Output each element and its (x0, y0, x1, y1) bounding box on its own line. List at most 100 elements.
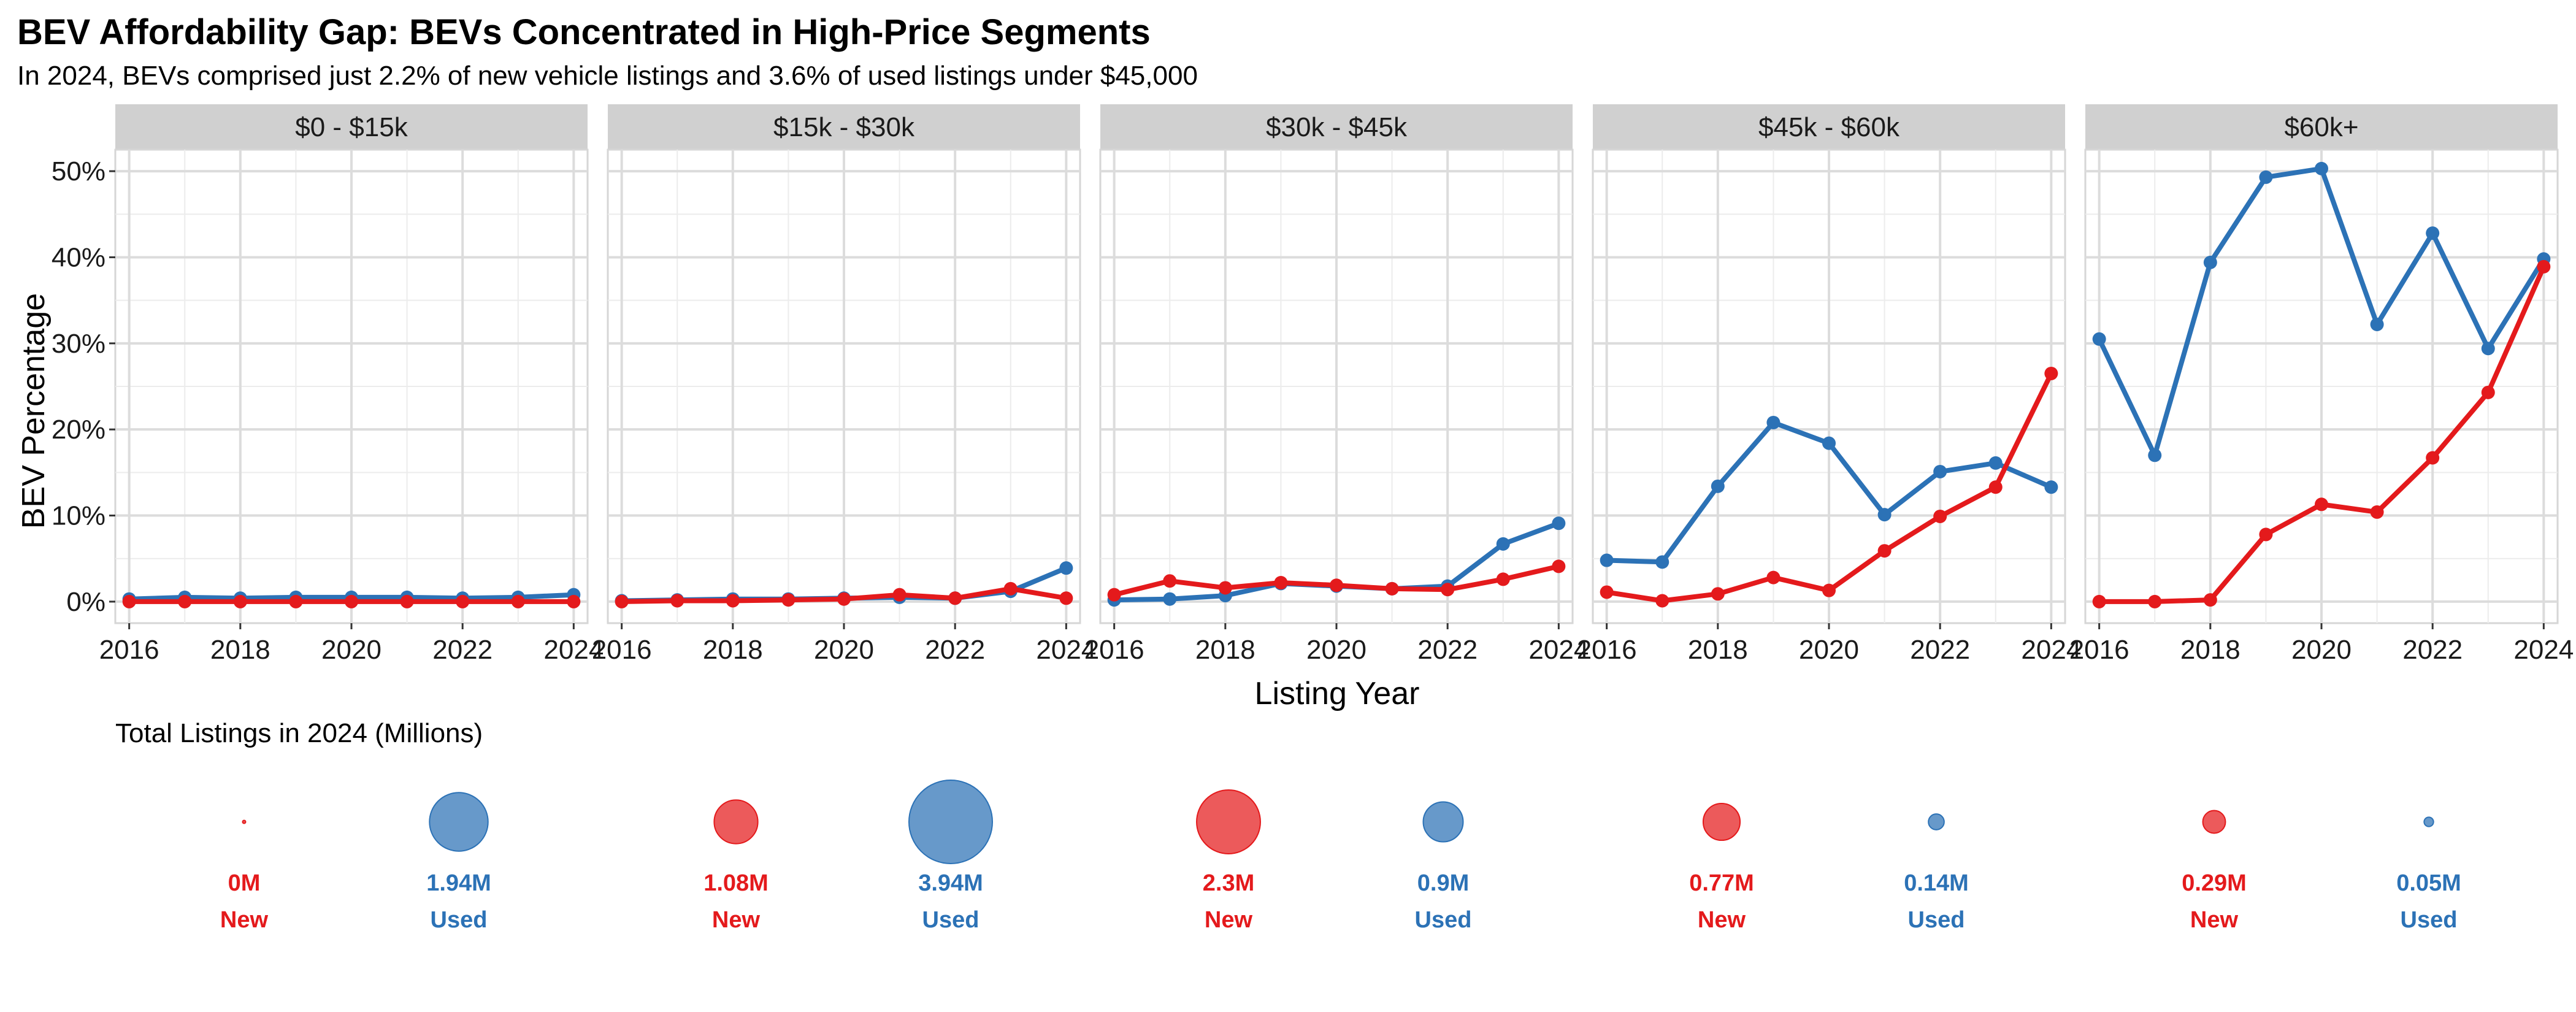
data-point-used (1496, 537, 1510, 551)
data-point-used (2148, 448, 2162, 462)
y-tick-label: 30% (52, 329, 105, 359)
bubble-type-label: Used (431, 907, 488, 933)
facet-strip (2085, 104, 2558, 150)
data-point-used (1877, 508, 1892, 522)
facet-strip-label: $15k - $30k (773, 112, 915, 142)
bubble-value-label: 0M (228, 870, 261, 896)
data-point-new (2203, 593, 2217, 607)
x-tick-label: 2020 (814, 635, 874, 665)
facet-panel: $30k - $45k 2016 2018 2020 2022 2024 (1084, 104, 1589, 665)
bubble-type-label: Used (2401, 907, 2458, 933)
data-point-used (2370, 317, 2384, 331)
data-point-new (2481, 385, 2495, 399)
data-point-new (1385, 581, 1399, 596)
data-point-new (948, 591, 962, 605)
data-point-new (837, 592, 851, 606)
bubble-new: 0M New (220, 819, 269, 933)
bubble-type-label: New (1205, 907, 1253, 933)
bubble-value-label: 0.9M (1417, 870, 1469, 896)
bubble-type-label: New (2190, 907, 2239, 933)
x-tick-label: 2018 (703, 635, 763, 665)
data-point-used (2092, 332, 2106, 346)
data-point-new (1059, 591, 1073, 605)
x-tick-label: 2022 (1910, 635, 1970, 665)
data-point-new (289, 594, 303, 608)
data-point-new (1107, 588, 1121, 602)
bubble-circle (1702, 802, 1741, 841)
x-tick-label: 2022 (2402, 635, 2463, 665)
data-point-used (1766, 415, 1781, 429)
bubble-new: 0.77M New (1689, 802, 1754, 933)
data-point-new (1877, 544, 1892, 558)
x-tick-label: 2024 (1036, 635, 1096, 665)
y-axis-title: BEV Percentage (16, 293, 52, 529)
chart-subtitle: In 2024, BEVs comprised just 2.2% of new… (17, 61, 1198, 91)
data-point-used (2044, 480, 2058, 494)
data-point-new (1655, 594, 1669, 608)
bubble-new: 2.3M New (1196, 789, 1261, 933)
x-tick-label: 2020 (2291, 635, 2352, 665)
bubble-circle (713, 799, 759, 845)
data-point-new (1163, 574, 1177, 588)
facet-panel: $45k - $60k 2016 2018 2020 2022 2024 (1577, 104, 2081, 665)
data-point-used (1933, 464, 1947, 478)
data-point-new (1003, 581, 1018, 596)
y-tick-label: 50% (52, 156, 105, 186)
data-point-used (2426, 226, 2440, 240)
bubble-type-label: New (220, 907, 269, 933)
bubble-circle (1928, 813, 1945, 830)
data-point-new (567, 594, 581, 608)
bubble-section-title: Total Listings in 2024 (Millions) (115, 718, 483, 748)
data-point-new (2315, 497, 2328, 512)
data-point-new (2148, 594, 2162, 608)
data-point-new (1441, 583, 1455, 597)
data-point-used (2315, 161, 2328, 175)
facet-strip (115, 104, 588, 150)
y-tick-label: 20% (52, 415, 105, 445)
x-tick-label: 2024 (2021, 635, 2081, 665)
facet-panel: $0 - $15k 2016 2018 2020 2022 2024 0% 10% 20% 30%… (52, 104, 604, 665)
data-point-new (456, 594, 470, 608)
x-tick-label: 2022 (1417, 635, 1478, 665)
data-point-new (615, 594, 629, 608)
x-tick-label: 2016 (1577, 635, 1637, 665)
bubble-legend: 0MNew1.94MUsed1.08MNew3.94MUsed2.3MNew0.… (220, 780, 2461, 933)
facet-strip-label: $0 - $15k (295, 112, 408, 142)
bubble-used: 0.14M Used (1904, 813, 1969, 933)
facet-strip (1100, 104, 1573, 150)
bubble-value-label: 3.94M (918, 870, 983, 896)
x-tick-label: 2024 (2513, 635, 2574, 665)
data-point-new (400, 594, 414, 608)
data-point-new (233, 594, 247, 608)
x-tick-label: 2020 (1799, 635, 1859, 665)
y-tick-label: 40% (52, 242, 105, 272)
bubble-circle (1196, 789, 1261, 854)
data-point-new (726, 594, 740, 608)
facet-panel: $60k+ 2016 2018 2020 2022 2024 (2069, 104, 2574, 665)
data-point-new (2426, 451, 2440, 465)
bubble-circle (2423, 816, 2434, 827)
x-tick-label: 2022 (925, 635, 985, 665)
x-tick-label: 2016 (99, 635, 159, 665)
data-point-new (2370, 505, 2384, 519)
data-point-used (1822, 436, 1836, 450)
data-point-used (2203, 255, 2217, 269)
data-point-new (1330, 578, 1343, 592)
x-tick-label: 2016 (2069, 635, 2129, 665)
data-point-new (781, 593, 795, 607)
data-point-new (122, 594, 136, 608)
x-tick-label: 2018 (2180, 635, 2241, 665)
chart-title: BEV Affordability Gap: BEVs Concentrated… (17, 12, 1151, 52)
facet-strip (608, 104, 1080, 150)
data-point-new (1496, 572, 1510, 586)
bubble-type-label: Used (1908, 907, 1965, 933)
bubble-circle (429, 792, 489, 852)
bubble-type-label: Used (1415, 907, 1472, 933)
facet-strip (1593, 104, 2065, 150)
data-point-new (2044, 366, 2058, 380)
data-point-used (1988, 456, 2003, 470)
bubble-value-label: 0.29M (2182, 870, 2247, 896)
data-point-new (1933, 509, 1947, 523)
x-axis-title: Listing Year (1255, 676, 1420, 711)
